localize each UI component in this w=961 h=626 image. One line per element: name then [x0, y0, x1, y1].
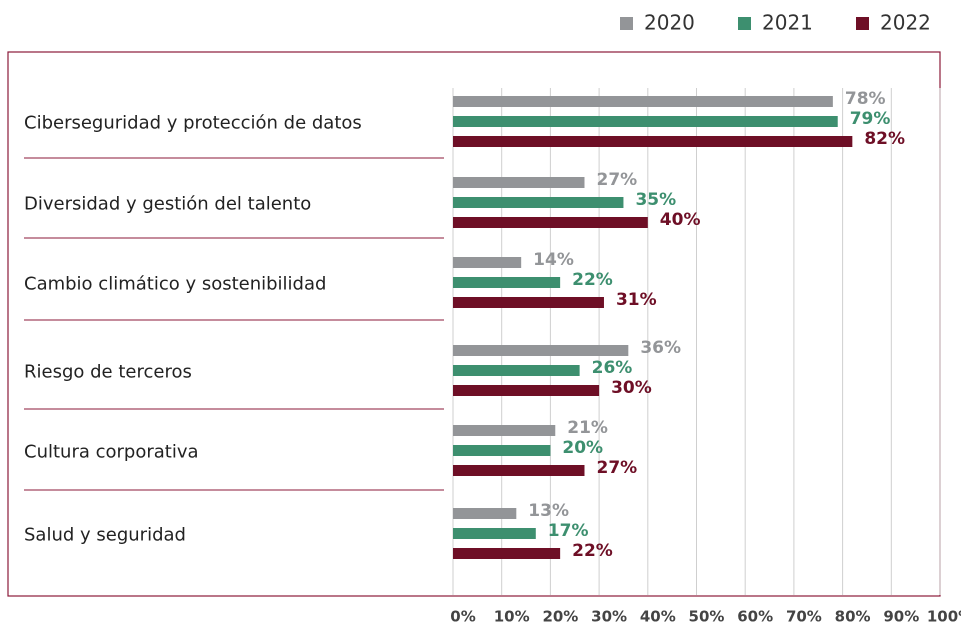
x-tick-label: 100%	[927, 608, 961, 626]
bar	[453, 465, 585, 476]
bar	[453, 116, 838, 127]
legend-swatch	[620, 17, 633, 30]
value-label: 31%	[616, 290, 657, 310]
bar	[453, 177, 585, 188]
value-label: 78%	[845, 89, 886, 109]
value-label: 13%	[528, 501, 569, 521]
category-label: Salud y seguridad	[24, 525, 186, 546]
category-label: Ciberseguridad y protección de datos	[24, 113, 362, 134]
x-tick-label: 0%	[450, 608, 475, 626]
category-label: Riesgo de terceros	[24, 362, 192, 383]
bar	[453, 277, 561, 288]
value-label: 82%	[864, 129, 905, 149]
x-tick-label: 60%	[737, 608, 773, 626]
legend-swatch	[856, 17, 869, 30]
x-tick-label: 10%	[494, 608, 530, 626]
value-label: 79%	[850, 109, 891, 129]
value-label: 20%	[562, 438, 603, 458]
value-label: 40%	[660, 210, 701, 230]
bar	[453, 217, 648, 228]
value-label: 17%	[548, 521, 589, 541]
bar	[453, 297, 604, 308]
legend-swatch	[738, 17, 751, 30]
x-tick-label: 80%	[835, 608, 871, 626]
bar	[453, 445, 551, 456]
value-label: 35%	[635, 190, 676, 210]
legend-label: 2022	[880, 11, 931, 35]
bar	[453, 508, 517, 519]
x-tick-label: 50%	[689, 608, 725, 626]
value-label: 14%	[533, 250, 574, 270]
value-label: 36%	[640, 338, 681, 358]
bar	[453, 385, 600, 396]
bar	[453, 136, 853, 147]
category-label: Diversidad y gestión del talento	[24, 194, 311, 215]
bar	[453, 425, 556, 436]
value-label: 27%	[596, 458, 637, 478]
x-tick-label: 90%	[883, 608, 919, 626]
legend-label: 2021	[762, 11, 813, 35]
value-label: 22%	[572, 541, 613, 561]
x-tick-label: 40%	[640, 608, 676, 626]
value-label: 30%	[611, 378, 652, 398]
value-label: 21%	[567, 418, 608, 438]
bar	[453, 257, 522, 268]
value-label: 22%	[572, 270, 613, 290]
category-label: Cambio climático y sostenibilidad	[24, 274, 326, 295]
category-label: Cultura corporativa	[24, 442, 199, 463]
bar	[453, 345, 629, 356]
bar	[453, 365, 580, 376]
bar	[453, 96, 833, 107]
value-label: 26%	[592, 358, 633, 378]
x-tick-label: 30%	[591, 608, 627, 626]
legend-label: 2020	[644, 11, 695, 35]
x-tick-label: 20%	[542, 608, 578, 626]
bar	[453, 197, 624, 208]
bar	[453, 548, 561, 559]
bar	[453, 528, 536, 539]
x-tick-label: 70%	[786, 608, 822, 626]
value-label: 27%	[596, 170, 637, 190]
